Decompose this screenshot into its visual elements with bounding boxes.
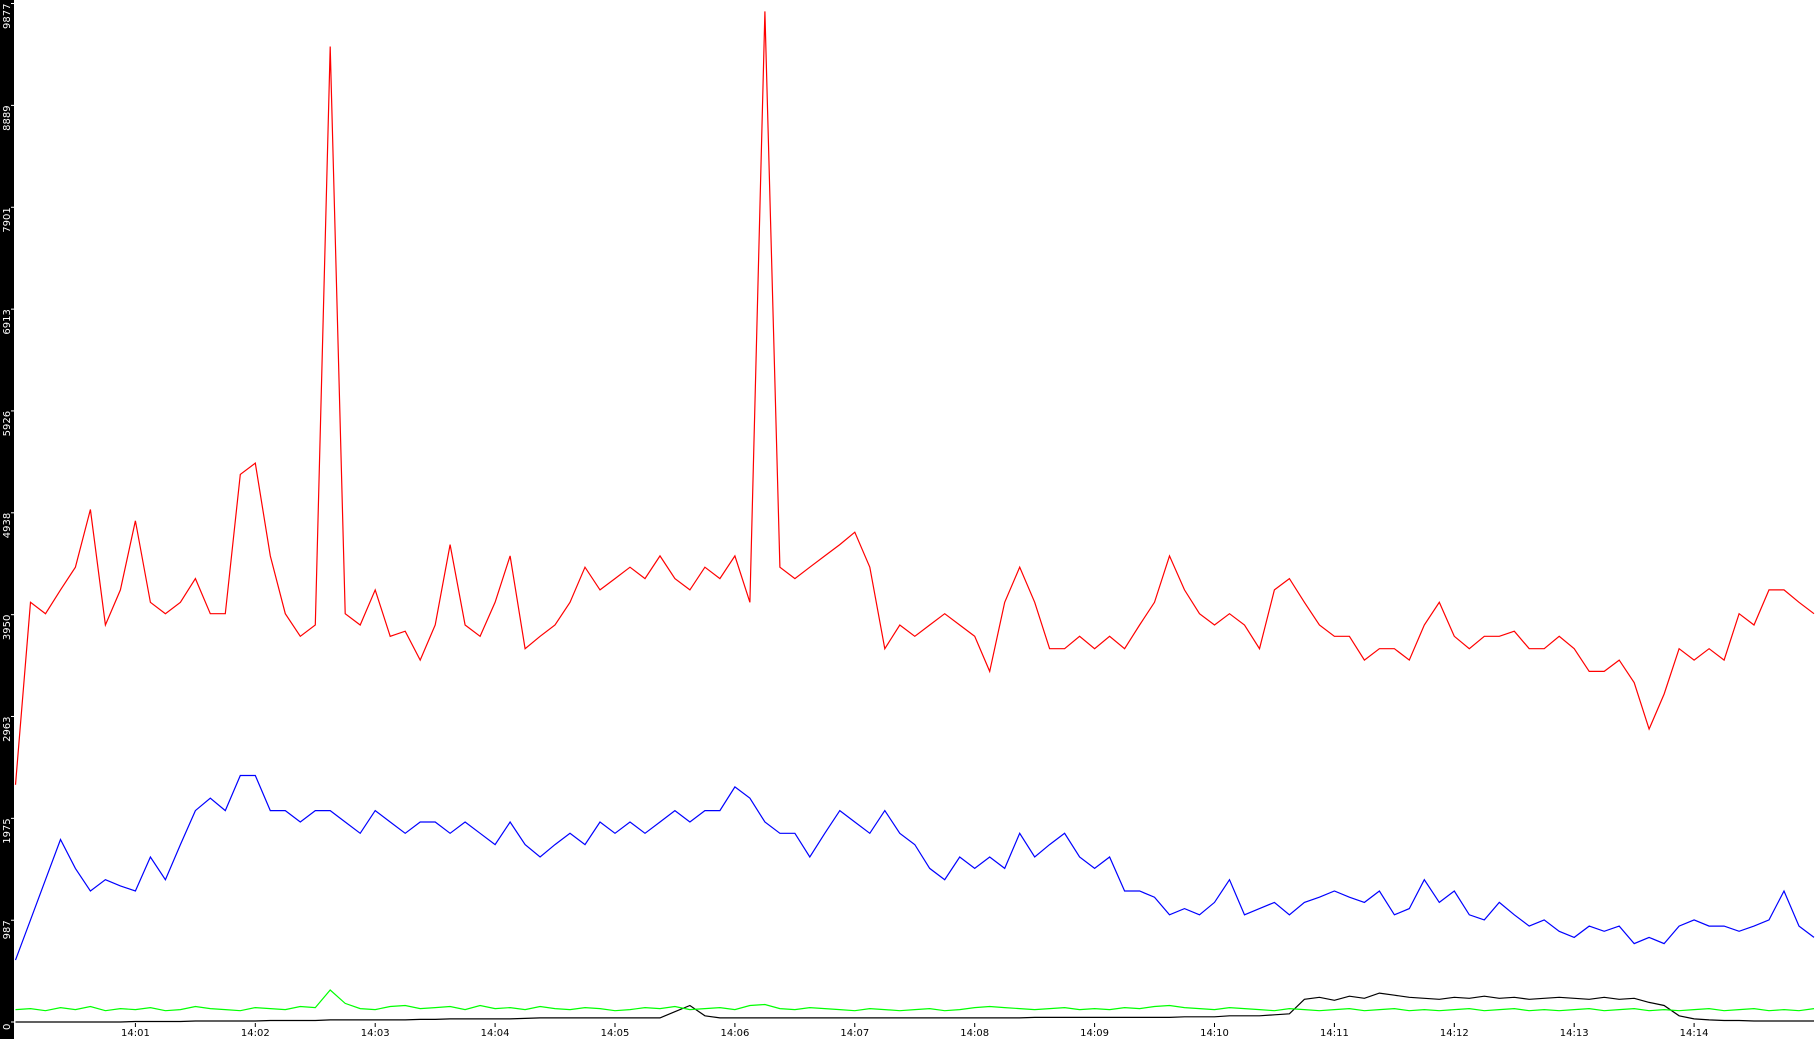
y-tick-label: 1975 (2, 818, 13, 843)
series-line (15, 989, 1815, 1012)
x-tick-label: 14:07 (840, 1028, 869, 1039)
y-tick-label: 3950 (2, 615, 13, 640)
x-tick-label: 14:05 (601, 1028, 630, 1039)
x-tick-label: 14:01 (121, 1028, 150, 1039)
y-tick-label: 7901 (2, 207, 13, 232)
y-tick-label: 9877 (2, 4, 13, 29)
series-line (14, 11, 1815, 785)
y-tick-label: 0 (2, 1024, 13, 1030)
y-axis-bar (0, 0, 14, 1039)
y-tick-label: 8889 (2, 105, 13, 130)
x-tick-label: 14:11 (1320, 1028, 1349, 1039)
x-tick-label: 14:09 (1080, 1028, 1109, 1039)
x-tick-label: 14:02 (241, 1028, 270, 1039)
x-tick-label: 14:08 (960, 1028, 989, 1039)
y-tick-label: 6913 (2, 309, 13, 334)
x-tick-label: 14:12 (1440, 1028, 1469, 1039)
y-tick-label: 4938 (2, 513, 13, 538)
x-tick-label: 14:03 (361, 1028, 390, 1039)
y-tick-label: 5926 (2, 411, 13, 436)
x-tick-label: 14:13 (1560, 1028, 1589, 1039)
y-tick-label: 987 (2, 920, 13, 939)
x-tick-label: 14:06 (720, 1028, 749, 1039)
series-line (14, 774, 1815, 961)
y-tick-label: 2963 (2, 716, 13, 741)
x-tick-label: 14:10 (1200, 1028, 1229, 1039)
x-tick-label: 14:14 (1680, 1028, 1709, 1039)
x-tick-label: 14:04 (481, 1028, 510, 1039)
series-line (15, 992, 1814, 1023)
